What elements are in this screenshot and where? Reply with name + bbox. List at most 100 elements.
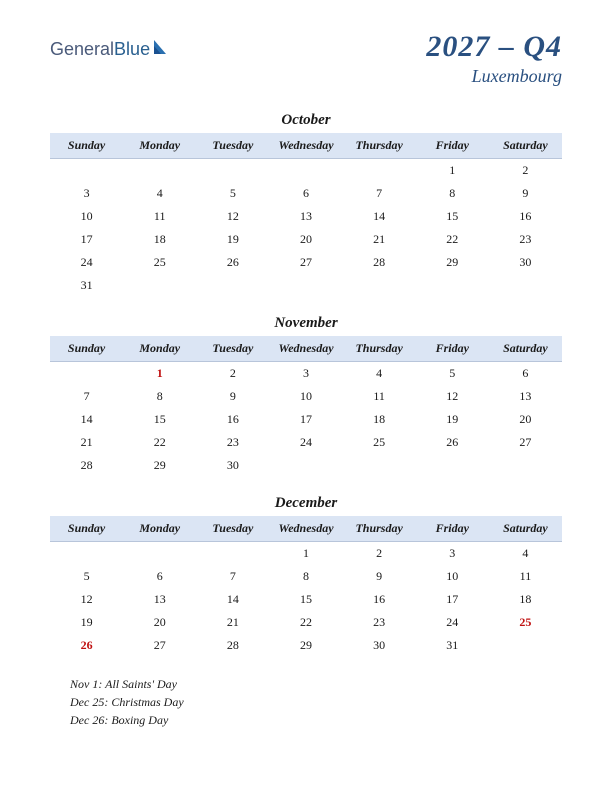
calendar-cell: 9 [196, 385, 269, 408]
calendar-cell: 24 [269, 431, 342, 454]
calendar-cell [489, 634, 562, 657]
calendar-table: SundayMondayTuesdayWednesdayThursdayFrid… [50, 133, 562, 297]
period-title: 2027 – Q4 [426, 30, 562, 64]
calendar-cell [196, 542, 269, 566]
calendar-cell [343, 454, 416, 477]
calendar-cell: 7 [196, 565, 269, 588]
calendar-cell: 31 [416, 634, 489, 657]
calendar-cell [50, 362, 123, 386]
calendar-cell: 4 [489, 542, 562, 566]
calendar-cell: 23 [343, 611, 416, 634]
weekday-header: Monday [123, 516, 196, 542]
calendar-cell: 11 [343, 385, 416, 408]
calendars-container: OctoberSundayMondayTuesdayWednesdayThurs… [50, 112, 562, 657]
calendar-cell: 18 [343, 408, 416, 431]
calendar-cell: 26 [196, 251, 269, 274]
calendar-cell: 25 [489, 611, 562, 634]
calendar-cell [50, 159, 123, 183]
calendar-cell [343, 159, 416, 183]
calendar-cell: 1 [123, 362, 196, 386]
weekday-header: Wednesday [269, 133, 342, 159]
calendar-cell [269, 454, 342, 477]
month-block: NovemberSundayMondayTuesdayWednesdayThur… [50, 315, 562, 477]
calendar-cell: 21 [196, 611, 269, 634]
weekday-header: Saturday [489, 133, 562, 159]
weekday-header: Saturday [489, 516, 562, 542]
calendar-table: SundayMondayTuesdayWednesdayThursdayFrid… [50, 336, 562, 477]
calendar-cell: 5 [416, 362, 489, 386]
calendar-row: 262728293031 [50, 634, 562, 657]
calendar-table: SundayMondayTuesdayWednesdayThursdayFrid… [50, 516, 562, 657]
calendar-cell: 18 [489, 588, 562, 611]
calendar-cell: 5 [196, 182, 269, 205]
calendar-cell: 21 [50, 431, 123, 454]
calendar-cell [489, 454, 562, 477]
holiday-entry: Nov 1: All Saints' Day [70, 675, 562, 693]
country-name: Luxembourg [426, 66, 562, 87]
calendar-cell: 22 [416, 228, 489, 251]
calendar-cell: 22 [123, 431, 196, 454]
calendar-cell: 24 [50, 251, 123, 274]
weekday-header: Thursday [343, 336, 416, 362]
calendar-cell: 30 [196, 454, 269, 477]
calendar-cell: 19 [416, 408, 489, 431]
calendar-cell: 27 [123, 634, 196, 657]
weekday-header: Sunday [50, 516, 123, 542]
calendar-cell: 12 [196, 205, 269, 228]
calendar-cell: 24 [416, 611, 489, 634]
logo-sail-icon [152, 38, 170, 61]
calendar-cell [123, 274, 196, 297]
calendar-cell: 15 [416, 205, 489, 228]
calendar-cell: 29 [123, 454, 196, 477]
weekday-header: Monday [123, 336, 196, 362]
calendar-cell: 7 [50, 385, 123, 408]
calendar-cell: 30 [489, 251, 562, 274]
calendar-cell: 13 [489, 385, 562, 408]
calendar-cell: 19 [196, 228, 269, 251]
calendar-cell: 4 [343, 362, 416, 386]
calendar-row: 123456 [50, 362, 562, 386]
calendar-cell: 12 [416, 385, 489, 408]
weekday-header: Tuesday [196, 516, 269, 542]
calendar-row: 31 [50, 274, 562, 297]
header: GeneralBlue 2027 – Q4 Luxembourg [50, 30, 562, 87]
calendar-cell: 13 [123, 588, 196, 611]
calendar-row: 3456789 [50, 182, 562, 205]
month-name: December [50, 495, 562, 512]
calendar-cell: 5 [50, 565, 123, 588]
calendar-cell: 16 [489, 205, 562, 228]
calendar-cell: 20 [269, 228, 342, 251]
calendar-cell: 22 [269, 611, 342, 634]
calendar-cell: 17 [416, 588, 489, 611]
logo: GeneralBlue [50, 38, 170, 61]
weekday-header: Monday [123, 133, 196, 159]
calendar-cell: 29 [416, 251, 489, 274]
calendar-cell: 8 [123, 385, 196, 408]
calendar-cell: 11 [489, 565, 562, 588]
calendar-cell: 28 [50, 454, 123, 477]
calendar-row: 282930 [50, 454, 562, 477]
calendar-cell: 2 [489, 159, 562, 183]
weekday-header: Tuesday [196, 336, 269, 362]
calendar-row: 21222324252627 [50, 431, 562, 454]
calendar-cell: 17 [269, 408, 342, 431]
calendar-cell: 8 [269, 565, 342, 588]
calendar-cell [196, 274, 269, 297]
calendar-cell: 13 [269, 205, 342, 228]
calendar-cell: 20 [123, 611, 196, 634]
calendar-cell: 23 [489, 228, 562, 251]
calendar-cell [269, 274, 342, 297]
calendar-cell: 10 [269, 385, 342, 408]
calendar-row: 1234 [50, 542, 562, 566]
calendar-cell [416, 454, 489, 477]
month-block: OctoberSundayMondayTuesdayWednesdayThurs… [50, 112, 562, 297]
weekday-header: Friday [416, 336, 489, 362]
calendar-cell [123, 159, 196, 183]
calendar-cell: 12 [50, 588, 123, 611]
logo-text-blue: Blue [114, 39, 150, 60]
weekday-header: Sunday [50, 336, 123, 362]
weekday-header: Thursday [343, 516, 416, 542]
weekday-header: Sunday [50, 133, 123, 159]
calendar-row: 24252627282930 [50, 251, 562, 274]
holiday-entry: Dec 25: Christmas Day [70, 693, 562, 711]
